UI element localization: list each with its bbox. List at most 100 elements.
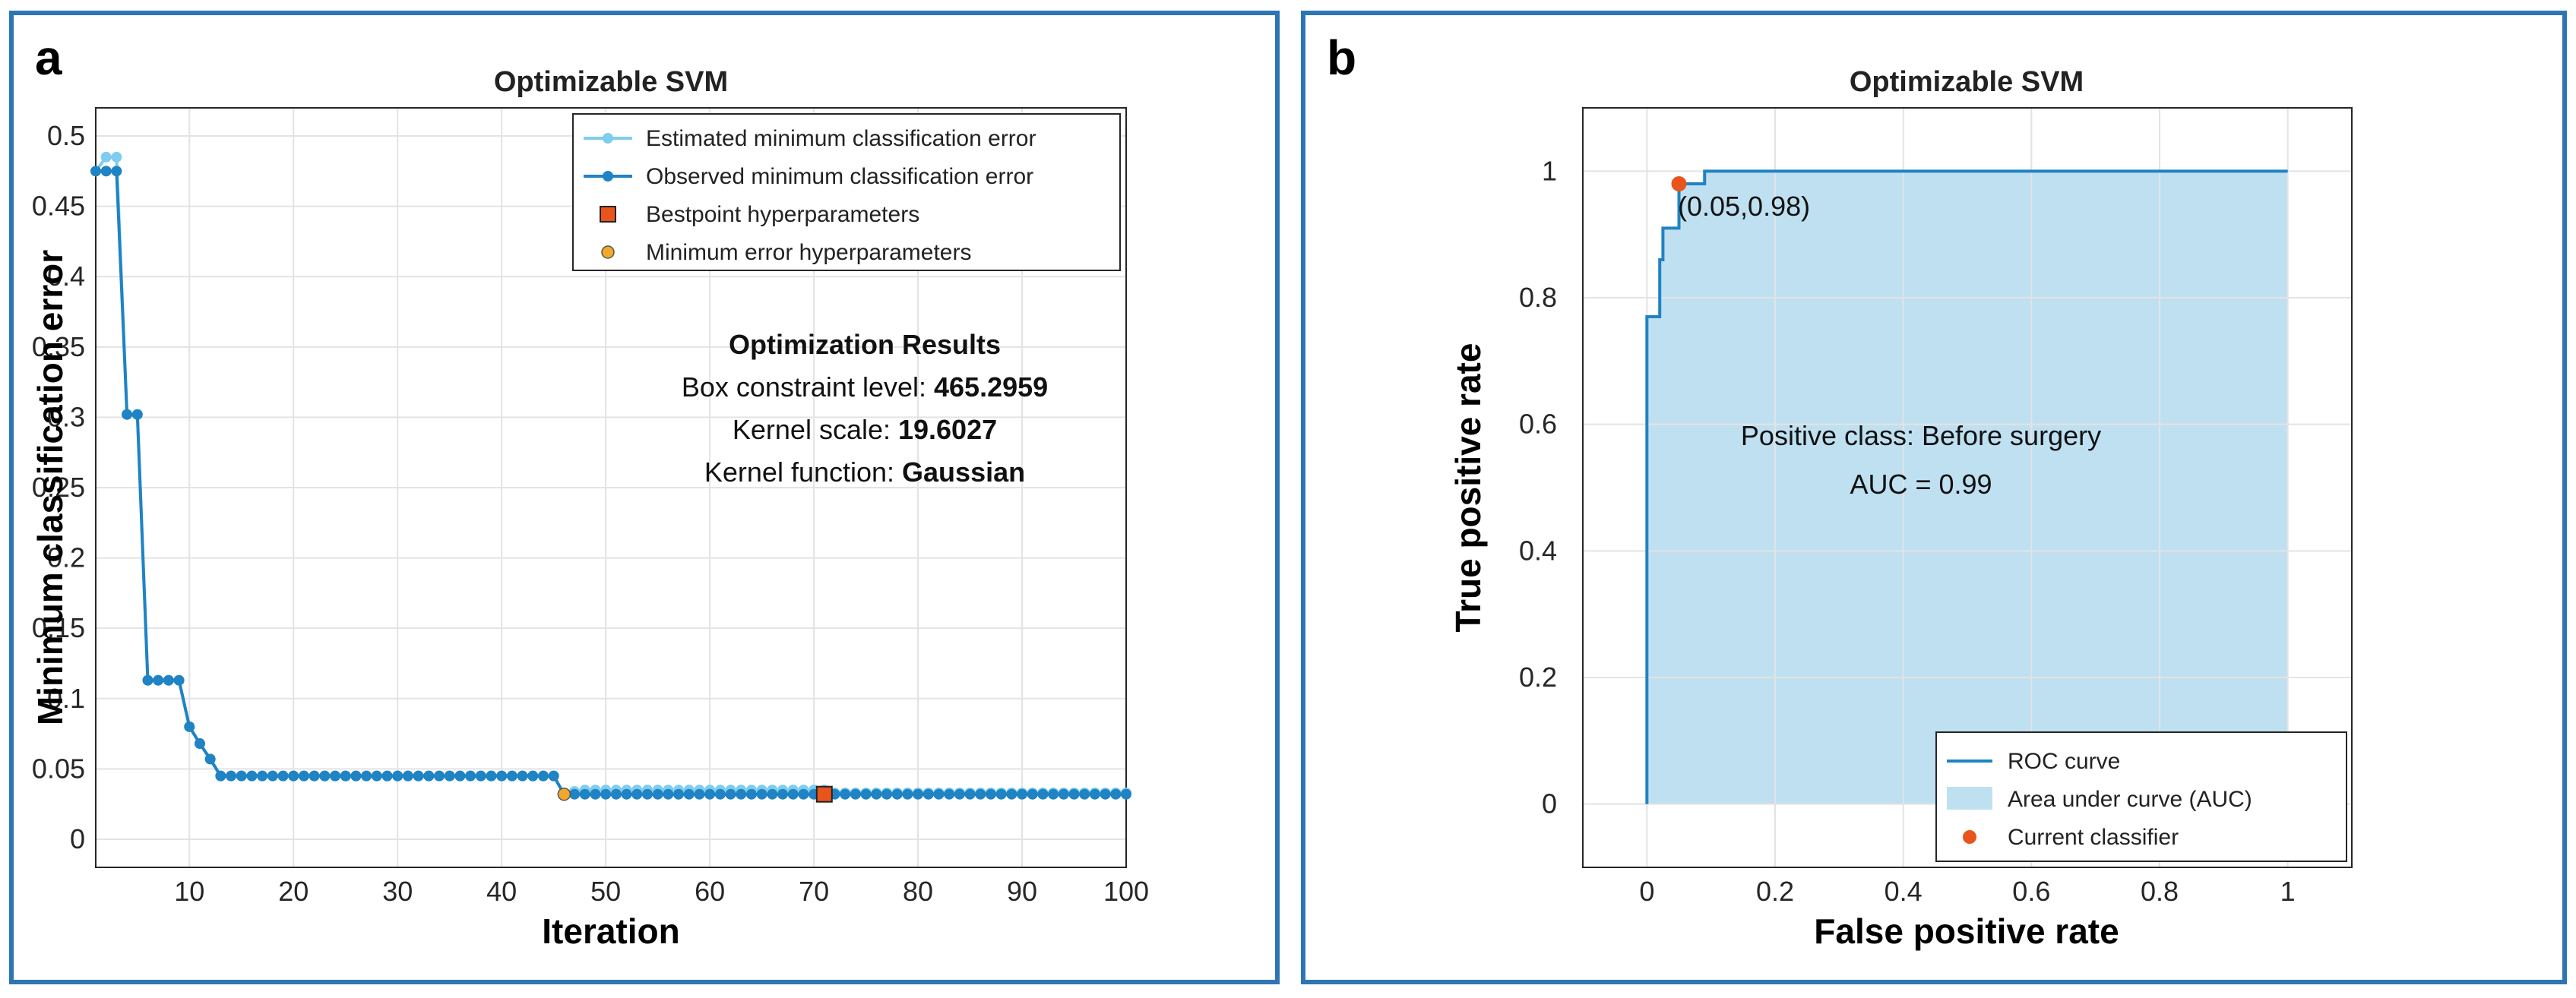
chart-a-xlabel: Iteration (542, 911, 679, 951)
a-series-point-1 (226, 770, 237, 782)
a-series-point-1 (944, 788, 955, 800)
a-series-point-1 (798, 788, 809, 800)
roc-curve (1645, 169, 2288, 804)
a-series-point-1 (340, 770, 351, 782)
positive-class-text: Positive class: Before surgery (1741, 420, 2101, 451)
a-series-point-1 (537, 770, 549, 782)
a-series-point-1 (922, 788, 934, 800)
box-constraint-label: Box constraint level: (682, 371, 934, 403)
legend-estimated-marker (603, 133, 613, 144)
a-xtick-label: 80 (903, 876, 933, 907)
chart-a-ticks: 10 20 30 40 50 60 70 80 90 100 0 0.05 0.1 0.15 0.2 0.25… (32, 120, 1149, 907)
a-series-point-1 (371, 770, 382, 782)
a-ytick-label: 0.3 (47, 401, 85, 432)
a-series-point-1 (1110, 788, 1122, 800)
a-xtick-label: 10 (174, 876, 204, 907)
auc-text: AUC = 0.99 (1850, 469, 1992, 500)
a-series-point-1 (777, 788, 788, 800)
a-series-point-1 (673, 788, 685, 800)
a-series-point-1 (246, 770, 258, 782)
a-series-point-1 (163, 674, 174, 686)
results-heading: Optimization Results (729, 329, 1001, 360)
a-series-point-1 (298, 770, 309, 782)
a-series-point-1 (434, 770, 445, 782)
a-ytick-label: 0.45 (32, 191, 85, 222)
a-series-point-1 (90, 166, 101, 177)
legend-observed-marker (603, 171, 613, 182)
minerror-marker (557, 787, 571, 801)
a-series-point-1 (423, 770, 435, 782)
a-series-point-1 (1027, 788, 1038, 800)
chart-b-auc-area (1647, 171, 2288, 804)
a-series-point-1 (902, 788, 913, 800)
b-xtick-label: 0.6 (2012, 876, 2050, 907)
legend-auc-label: Area under curve (AUC) (2008, 787, 2252, 812)
a-series-point-1 (663, 788, 674, 800)
a-series-point-1 (1058, 788, 1069, 800)
a-xtick-label: 30 (382, 876, 413, 907)
box-constraint-value: 465.2959 (934, 371, 1048, 403)
a-series-point-1 (850, 788, 861, 800)
a-series-point-1 (496, 770, 508, 782)
a-series-point-1 (579, 788, 590, 800)
a-series-point-1 (840, 788, 851, 800)
chart-a-axes-box (95, 107, 1127, 868)
b-xtick-label: 1 (2280, 876, 2296, 907)
a-series-point-1 (621, 788, 632, 800)
a-series-point-1 (236, 770, 247, 782)
kernel-scale-label: Kernel scale: (733, 414, 898, 445)
chart-b-svg: b Optimizable SVM 0 0.2 0.4 0.6 0.8 100.20.40… (1327, 30, 2353, 951)
legend-current-label: Current classifier (2008, 825, 2179, 850)
a-series-point-1 (1079, 788, 1090, 800)
a-series-point-1 (257, 770, 268, 782)
chart-a-legend: Estimated minimum classification error O… (572, 113, 1121, 271)
b-xtick-label: 0.2 (1756, 876, 1794, 907)
a-ytick-label: 0.05 (32, 753, 85, 784)
legend-bestpoint-label: Bestpoint hyperparameters (646, 202, 919, 227)
a-series-point-1 (100, 166, 112, 177)
a-series-point-1 (995, 788, 1007, 800)
kernel-function-value: Gaussian (902, 456, 1025, 488)
a-series-point-1 (475, 770, 486, 782)
a-series-point-1 (122, 409, 133, 420)
a-series-point-1 (631, 788, 643, 800)
a-ytick-label: 0.5 (47, 120, 85, 151)
a-series-point-1 (131, 409, 143, 420)
b-ytick-label: 0.8 (1519, 282, 1557, 313)
a-series-point-1 (725, 788, 736, 800)
a-series-point-1 (569, 788, 581, 800)
a-ytick-label: 0.25 (32, 472, 85, 503)
a-series-point-1 (517, 770, 528, 782)
b-ytick-label: 0 (1542, 788, 1557, 820)
results-kernel-scale: Kernel scale: 19.6027 (733, 414, 997, 445)
a-series-point-1 (194, 738, 205, 750)
a-series-point-1 (1089, 788, 1100, 800)
a-series-point-1 (361, 770, 372, 782)
a-series-point-1 (1006, 788, 1017, 800)
a-series-point-1 (871, 788, 882, 800)
chart-b-xlabel: False positive rate (1814, 911, 2119, 951)
a-series-point-1 (506, 770, 517, 782)
a-series-point-1 (694, 788, 705, 800)
a-series-point-1 (392, 770, 403, 782)
a-series-point-1 (1121, 788, 1131, 800)
a-series-point-1 (745, 788, 757, 800)
b-ytick-label: 0.6 (1519, 409, 1557, 440)
b-ytick-label: 0.2 (1519, 662, 1557, 693)
legend-auc-swatch (1947, 787, 1992, 810)
bestpoint-marker (815, 785, 833, 803)
a-series-point-1 (267, 770, 278, 782)
a-series-point-1 (1037, 788, 1049, 800)
a-series-point-1 (486, 770, 497, 782)
chart-b-ticks: 0 0.2 0.4 0.6 0.8 1 0 0.2 0.4 0.6 0.8 1 (1519, 155, 2296, 907)
a-series-point-0 (100, 151, 112, 163)
a-series-point-1 (683, 788, 695, 800)
a-series-point-1 (913, 788, 924, 800)
a-xtick-label: 40 (486, 876, 517, 907)
legend-minerror-marker (601, 245, 615, 259)
results-kernel-function: Kernel function: Gaussian (704, 456, 1025, 488)
a-series-point-1 (454, 770, 466, 782)
b-ytick-label: 0.4 (1519, 535, 1557, 566)
a-series-point-1 (600, 788, 612, 800)
panel-label-b: b (1327, 30, 1356, 85)
